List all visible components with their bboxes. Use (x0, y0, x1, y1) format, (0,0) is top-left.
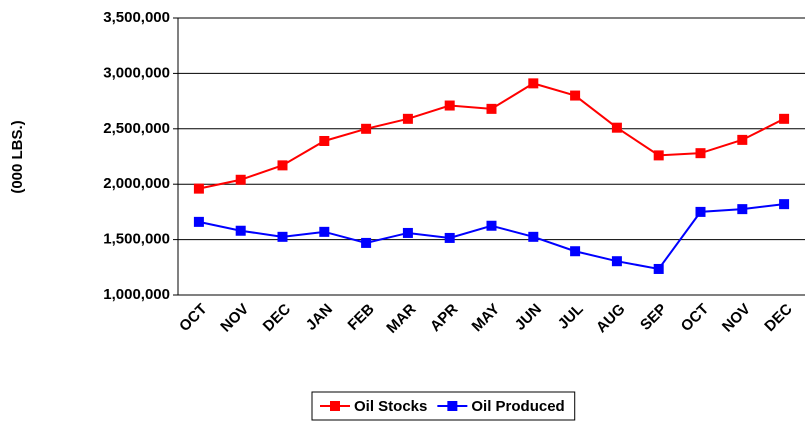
marker (737, 204, 748, 215)
x-tick-label: OCT (176, 301, 210, 335)
x-tick-label: DEC (761, 300, 796, 335)
y-tick-label: 3,500,000 (103, 9, 170, 26)
marker (486, 220, 497, 231)
marker (570, 90, 581, 101)
marker (319, 226, 330, 237)
x-tick-label: JUL (555, 301, 587, 333)
marker (653, 263, 664, 274)
x-tick-label: MAY (469, 301, 504, 336)
marker (235, 174, 246, 185)
legend: Oil Stocks Oil Produced (311, 391, 576, 421)
marker (695, 148, 706, 159)
x-tick-label: NOV (217, 301, 252, 336)
marker (235, 225, 246, 236)
marker (402, 113, 413, 124)
marker (486, 103, 497, 114)
marker (193, 183, 204, 194)
y-tick-label: 1,500,000 (103, 231, 170, 248)
marker (193, 216, 204, 227)
legend-label: Oil Produced (471, 398, 564, 415)
x-tick-label: JUN (512, 301, 545, 334)
x-tick-label: NOV (719, 301, 754, 336)
x-tick-label: OCT (678, 301, 712, 335)
marker (695, 206, 706, 217)
x-tick-label: JAN (303, 301, 336, 334)
marker (444, 100, 455, 111)
marker (570, 246, 581, 257)
marker (277, 160, 288, 171)
x-tick-label: APR (427, 300, 462, 335)
y-axis-label: (000 LBS.) (9, 120, 26, 193)
legend-marker (330, 401, 340, 411)
marker (528, 231, 539, 242)
marker (319, 135, 330, 146)
x-tick-label: MAR (383, 301, 419, 337)
y-tick-label: 3,000,000 (103, 64, 170, 81)
series-line (198, 82, 785, 190)
y-tick-label: 2,500,000 (103, 120, 170, 137)
marker (779, 199, 790, 210)
marker (444, 232, 455, 243)
marker (402, 227, 413, 238)
marker (361, 237, 372, 248)
legend-label: Oil Stocks (354, 398, 427, 415)
marker (611, 122, 622, 133)
marker (653, 150, 664, 161)
x-tick-label: FEB (345, 300, 378, 333)
x-tick-label: DEC (260, 300, 295, 335)
marker (277, 231, 288, 242)
marker (779, 113, 790, 124)
y-tick-label: 2,000,000 (103, 175, 170, 192)
x-tick-label: AUG (593, 301, 629, 337)
x-tick-label: SEP (637, 301, 670, 334)
marker (737, 134, 748, 145)
marker (528, 78, 539, 89)
marker (361, 123, 372, 134)
legend-marker (447, 401, 458, 411)
marker (611, 256, 622, 267)
y-tick-label: 1,000,000 (103, 286, 170, 303)
